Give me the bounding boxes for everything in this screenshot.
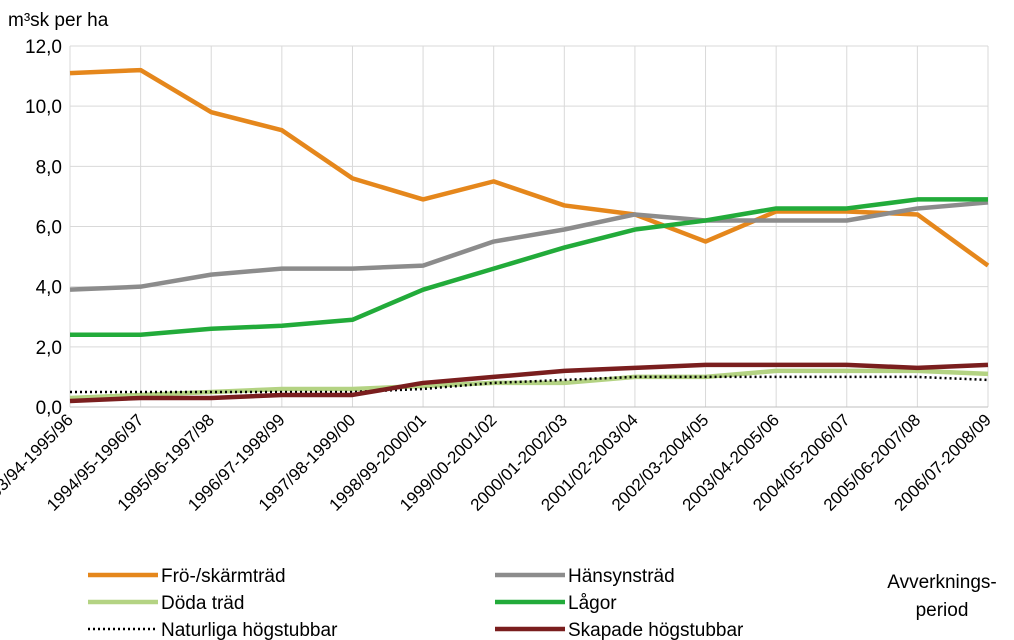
y-axis-label: m³sk per ha [8, 10, 109, 31]
legend-label: Hänsynsträd [568, 566, 675, 587]
y-tick-label: 12,0 [25, 37, 62, 58]
x-axis-label: period [916, 600, 969, 621]
legend-label: Naturliga högstubbar [161, 620, 338, 640]
legend-label: Döda träd [161, 593, 244, 614]
series-line [69, 368, 989, 401]
y-tick-label: 2,0 [36, 338, 62, 359]
legend-label: Lågor [568, 593, 617, 614]
series-line [69, 67, 990, 268]
series-line [70, 375, 989, 394]
legend-label: Skapade högstubbar [568, 620, 744, 640]
legend-label: Frö-/skärmträd [161, 566, 286, 587]
series-line [69, 362, 989, 404]
y-tick-label: 0,0 [36, 398, 62, 419]
series-line [69, 200, 989, 292]
y-tick-label: 6,0 [36, 218, 62, 239]
y-tick-label: 8,0 [36, 157, 62, 178]
series-line [70, 197, 988, 338]
x-axis-label: Avverknings- [887, 572, 996, 593]
y-tick-label: 4,0 [36, 278, 62, 299]
y-tick-label: 10,0 [25, 97, 62, 118]
